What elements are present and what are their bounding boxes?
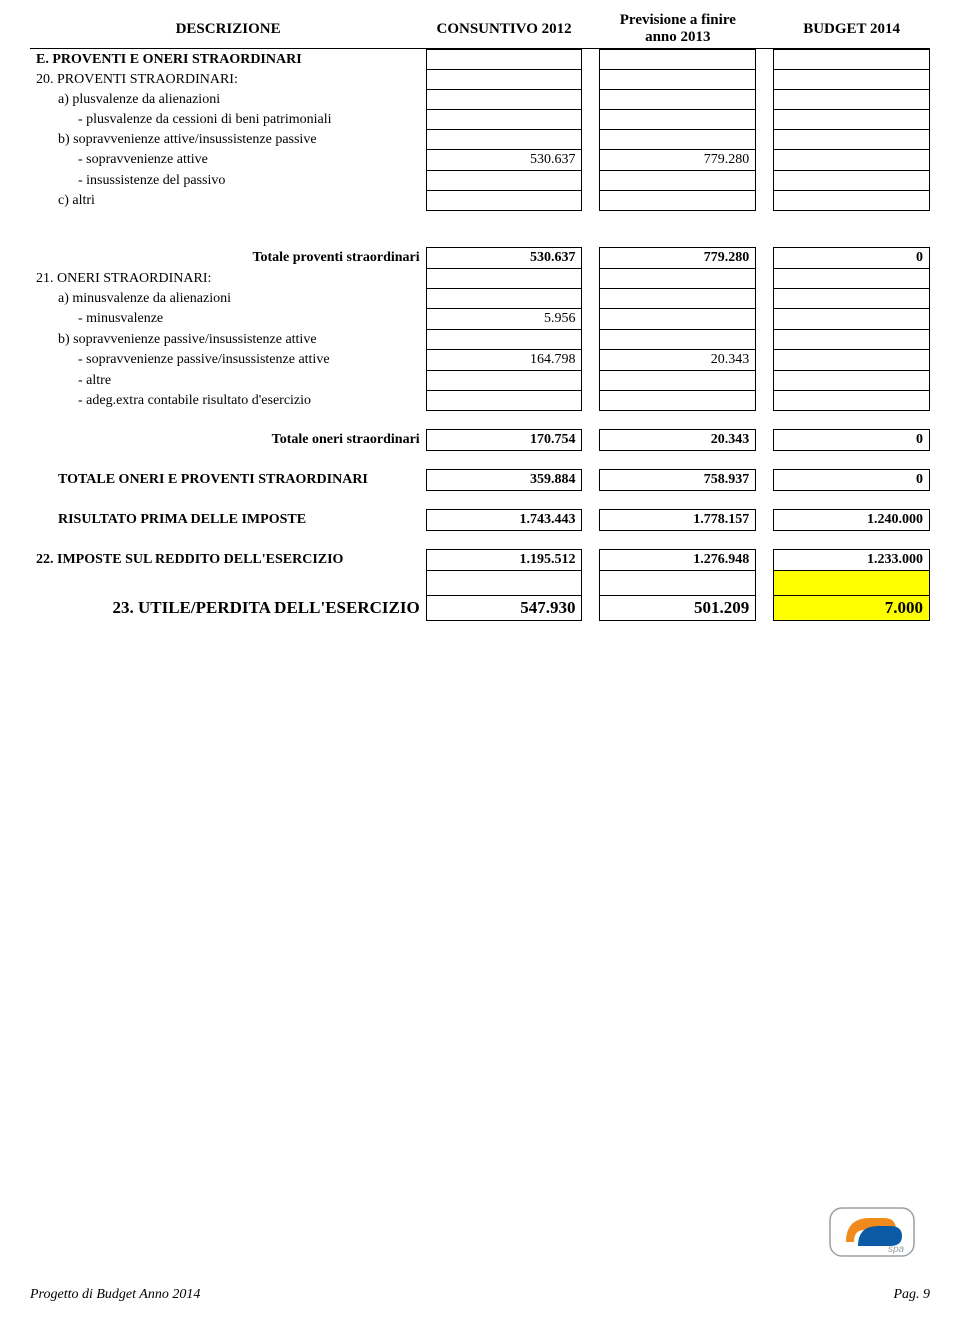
- s22-v3: 1.233.000: [774, 550, 930, 571]
- footer-right: Pag. 9: [893, 1287, 930, 1303]
- s20-b-sub1-v2: 779.280: [600, 150, 756, 171]
- s21-b: b) sopravvenienze passive/insussistenze …: [30, 330, 426, 350]
- grand-v1: 359.884: [426, 470, 582, 491]
- table-header-row: DESCRIZIONE CONSUNTIVO 2012 Previsione a…: [30, 10, 930, 49]
- row-21b-sub: - sopravvenienze passive/insussistenze a…: [30, 350, 930, 371]
- s21-title: 21. ONERI STRAORDINARI:: [30, 269, 426, 289]
- s20-b-sub1-v1: 530.637: [426, 150, 582, 171]
- s20-b: b) sopravvenienze attive/insussistenze p…: [30, 130, 426, 150]
- hdr-budget: BUDGET 2014: [774, 10, 930, 49]
- tot-proventi-v2: 779.280: [600, 248, 756, 269]
- hdr-consuntivo: CONSUNTIVO 2012: [426, 10, 582, 49]
- row-20c: c) altri: [30, 191, 930, 211]
- row-20a: a) plusvalenze da alienazioni: [30, 90, 930, 110]
- s21-a-sub: - minusvalenze: [30, 309, 426, 330]
- s20-b-sub1: - sopravvenienze attive: [30, 150, 426, 171]
- tot-oneri-v1: 170.754: [426, 430, 582, 451]
- budget-table: DESCRIZIONE CONSUNTIVO 2012 Previsione a…: [30, 10, 930, 621]
- grand-v2: 758.937: [600, 470, 756, 491]
- pretax-v2: 1.778.157: [600, 510, 756, 531]
- tot-oneri-v3: 0: [774, 430, 930, 451]
- grand-v3: 0: [774, 470, 930, 491]
- row-total-oneri: Totale oneri straordinari 170.754 20.343…: [30, 430, 930, 451]
- hdr-descrizione: DESCRIZIONE: [30, 10, 426, 49]
- ctm-logo-icon: spa: [826, 1202, 918, 1262]
- row-22-imposte: 22. IMPOSTE SUL REDDITO DELL'ESERCIZIO 1…: [30, 550, 930, 571]
- s23-v3: 7.000: [774, 596, 930, 621]
- s20-a: a) plusvalenze da alienazioni: [30, 90, 426, 110]
- row-pretax: RISULTATO PRIMA DELLE IMPOSTE 1.743.443 …: [30, 510, 930, 531]
- logo: spa: [826, 1202, 918, 1267]
- s21-altre: - altre: [30, 371, 426, 391]
- row-20b-sub2: - insussistenze del passivo: [30, 171, 930, 191]
- s22-v1: 1.195.512: [426, 550, 582, 571]
- row-20b-sub1: - sopravvenienze attive 530.637 779.280: [30, 150, 930, 171]
- hdr-previsione: Previsione a finire anno 2013: [600, 10, 756, 49]
- row-grand-total: TOTALE ONERI E PROVENTI STRAORDINARI 359…: [30, 470, 930, 491]
- s20-a-sub: - plusvalenze da cessioni di beni patrim…: [30, 110, 426, 130]
- row-21a: a) minusvalenze da alienazioni: [30, 289, 930, 309]
- s23-label: 23. UTILE/PERDITA DELL'ESERCIZIO: [30, 596, 426, 621]
- s23-v2: 501.209: [600, 596, 756, 621]
- row-empty-boxes: [30, 571, 930, 596]
- row-21-altre: - altre: [30, 371, 930, 391]
- pretax-v3: 1.240.000: [774, 510, 930, 531]
- s20-title: 20. PROVENTI STRAORDINARI:: [30, 70, 426, 90]
- tot-oneri-label: Totale oneri straordinari: [30, 430, 426, 451]
- page: DESCRIZIONE CONSUNTIVO 2012 Previsione a…: [0, 0, 960, 1327]
- row-20b: b) sopravvenienze attive/insussistenze p…: [30, 130, 930, 150]
- pretax-label: RISULTATO PRIMA DELLE IMPOSTE: [30, 510, 426, 531]
- s20-c: c) altri: [30, 191, 426, 211]
- row-21b: b) sopravvenienze passive/insussistenze …: [30, 330, 930, 350]
- row-23-utile: 23. UTILE/PERDITA DELL'ESERCIZIO 547.930…: [30, 596, 930, 621]
- s23-v1: 547.930: [426, 596, 582, 621]
- hdr-previsione-l1: Previsione a finire: [620, 12, 736, 28]
- s22-v2: 1.276.948: [600, 550, 756, 571]
- s21-b-sub: - sopravvenienze passive/insussistenze a…: [30, 350, 426, 371]
- s21-b-sub-v2: 20.343: [600, 350, 756, 371]
- tot-oneri-v2: 20.343: [600, 430, 756, 451]
- s21-a: a) minusvalenze da alienazioni: [30, 289, 426, 309]
- row-21-adeg: - adeg.extra contabile risultato d'eserc…: [30, 391, 930, 411]
- s21-adeg: - adeg.extra contabile risultato d'eserc…: [30, 391, 426, 411]
- tot-proventi-v1: 530.637: [426, 248, 582, 269]
- s20-b-sub2: - insussistenze del passivo: [30, 171, 426, 191]
- row-20-title: 20. PROVENTI STRAORDINARI:: [30, 70, 930, 90]
- svg-text:spa: spa: [888, 1244, 905, 1255]
- tot-proventi-label: Totale proventi straordinari: [30, 248, 426, 269]
- row-20a-sub: - plusvalenze da cessioni di beni patrim…: [30, 110, 930, 130]
- row-total-proventi: Totale proventi straordinari 530.637 779…: [30, 248, 930, 269]
- footer-left: Progetto di Budget Anno 2014: [30, 1287, 200, 1303]
- s22-label: 22. IMPOSTE SUL REDDITO DELL'ESERCIZIO: [30, 550, 426, 571]
- section-e-title-row: E. PROVENTI E ONERI STRAORDINARI: [30, 50, 930, 70]
- row-21a-sub: - minusvalenze 5.956: [30, 309, 930, 330]
- page-footer: Progetto di Budget Anno 2014 Pag. 9: [30, 1287, 930, 1303]
- s21-a-sub-v1: 5.956: [426, 309, 582, 330]
- row-21-title: 21. ONERI STRAORDINARI:: [30, 269, 930, 289]
- section-e-title: E. PROVENTI E ONERI STRAORDINARI: [30, 50, 426, 70]
- s21-b-sub-v1: 164.798: [426, 350, 582, 371]
- pretax-v1: 1.743.443: [426, 510, 582, 531]
- tot-proventi-v3: 0: [774, 248, 930, 269]
- grand-label: TOTALE ONERI E PROVENTI STRAORDINARI: [30, 470, 426, 491]
- hdr-previsione-l2: anno 2013: [645, 29, 710, 45]
